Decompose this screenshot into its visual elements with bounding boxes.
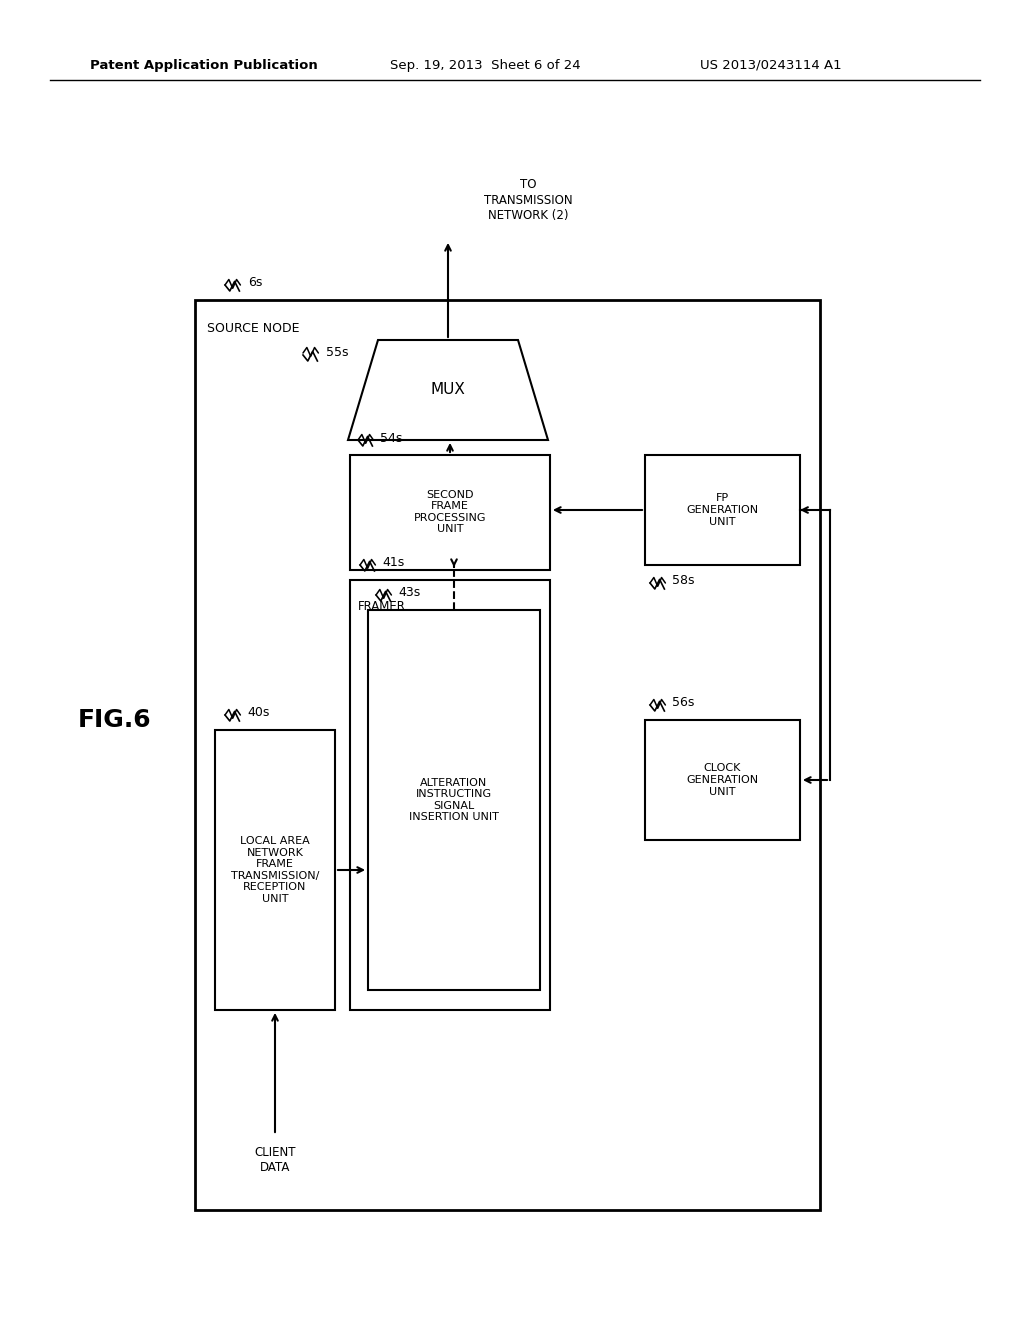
Bar	[645, 719, 800, 840]
Text: ALTERATION
INSTRUCTING
SIGNAL
INSERTION UNIT: ALTERATION INSTRUCTING SIGNAL INSERTION …	[409, 777, 499, 822]
Text: 56s: 56s	[672, 697, 694, 710]
Text: MUX: MUX	[430, 383, 466, 397]
Text: 6s: 6s	[248, 276, 262, 289]
Text: Sep. 19, 2013  Sheet 6 of 24: Sep. 19, 2013 Sheet 6 of 24	[390, 58, 581, 71]
Polygon shape	[348, 341, 548, 440]
Bar	[350, 579, 550, 1010]
Text: US 2013/0243114 A1: US 2013/0243114 A1	[700, 58, 842, 71]
Text: 58s: 58s	[672, 574, 694, 587]
Bar	[195, 300, 820, 1210]
Bar	[368, 610, 540, 990]
Text: Patent Application Publication: Patent Application Publication	[90, 58, 317, 71]
Bar	[645, 455, 800, 565]
Text: SOURCE NODE: SOURCE NODE	[207, 322, 299, 335]
Text: FP
GENERATION
UNIT: FP GENERATION UNIT	[686, 494, 758, 527]
Text: 40s: 40s	[247, 706, 269, 719]
Text: FIG.6: FIG.6	[78, 708, 152, 733]
Text: SECOND
FRAME
PROCESSING
UNIT: SECOND FRAME PROCESSING UNIT	[414, 490, 486, 535]
Text: 54s: 54s	[380, 432, 402, 445]
Text: CLOCK
GENERATION
UNIT: CLOCK GENERATION UNIT	[686, 763, 758, 796]
Text: FRAMER: FRAMER	[358, 601, 406, 612]
Bar	[350, 455, 550, 570]
Text: 43s: 43s	[398, 586, 420, 599]
Text: 41s: 41s	[382, 557, 404, 569]
Text: TO
TRANSMISSION
NETWORK (2): TO TRANSMISSION NETWORK (2)	[483, 178, 572, 222]
Bar	[215, 730, 335, 1010]
Text: 55s: 55s	[326, 346, 348, 359]
Text: CLIENT
DATA: CLIENT DATA	[254, 1146, 296, 1173]
Text: LOCAL AREA
NETWORK
FRAME
TRANSMISSION/
RECEPTION
UNIT: LOCAL AREA NETWORK FRAME TRANSMISSION/ R…	[230, 836, 319, 904]
